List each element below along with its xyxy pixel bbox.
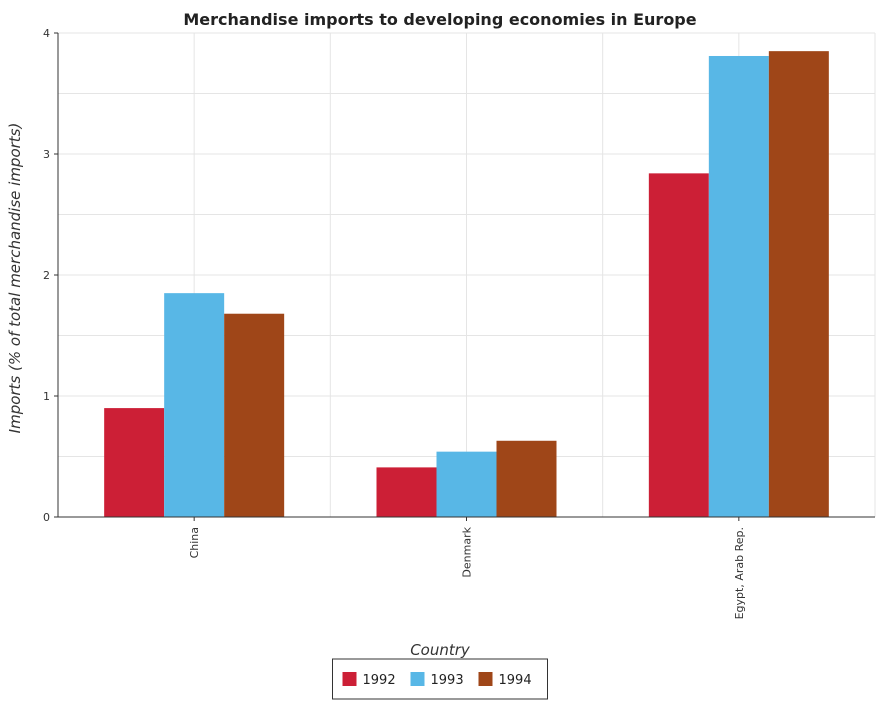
bar-1992: [648, 173, 709, 518]
bar-1993: [164, 293, 225, 517]
legend-swatch-1992: [342, 672, 357, 686]
legend: 1992 1993 1994: [332, 658, 548, 700]
x-axis-label: Country: [410, 641, 471, 659]
y-tick-label: 1: [43, 390, 50, 403]
legend-label-1993: 1993: [431, 673, 464, 688]
legend-swatch-1994: [478, 672, 493, 686]
y-tick-label: 0: [43, 511, 50, 524]
y-tick-label: 3: [43, 148, 50, 161]
bar-1993: [436, 451, 497, 517]
bar-1994: [768, 51, 829, 518]
bars: [104, 51, 829, 518]
chart-title: Merchandise imports to developing econom…: [183, 10, 696, 29]
legend-box: [332, 658, 548, 700]
x-tick-label: Egypt, Arab Rep.: [733, 527, 746, 619]
bar-1992: [104, 408, 165, 517]
legend-label-1992: 1992: [363, 673, 396, 688]
axes: 0 1 2 3 4 China Denmark Egypt, Arab Rep.: [43, 27, 875, 619]
y-axis-label: Imports (% of total merchandise imports): [6, 123, 24, 434]
bar-1993: [708, 55, 769, 518]
bar-1994: [224, 313, 285, 517]
y-tick-label: 2: [43, 269, 50, 282]
bar-1992: [376, 467, 437, 517]
legend-label-1994: 1994: [499, 673, 532, 688]
x-tick-label: China: [188, 527, 201, 558]
bar-1994: [496, 440, 557, 517]
x-tick-label: Denmark: [461, 526, 474, 577]
y-tick-label: 4: [43, 27, 50, 40]
legend-swatch-1993: [410, 672, 425, 686]
